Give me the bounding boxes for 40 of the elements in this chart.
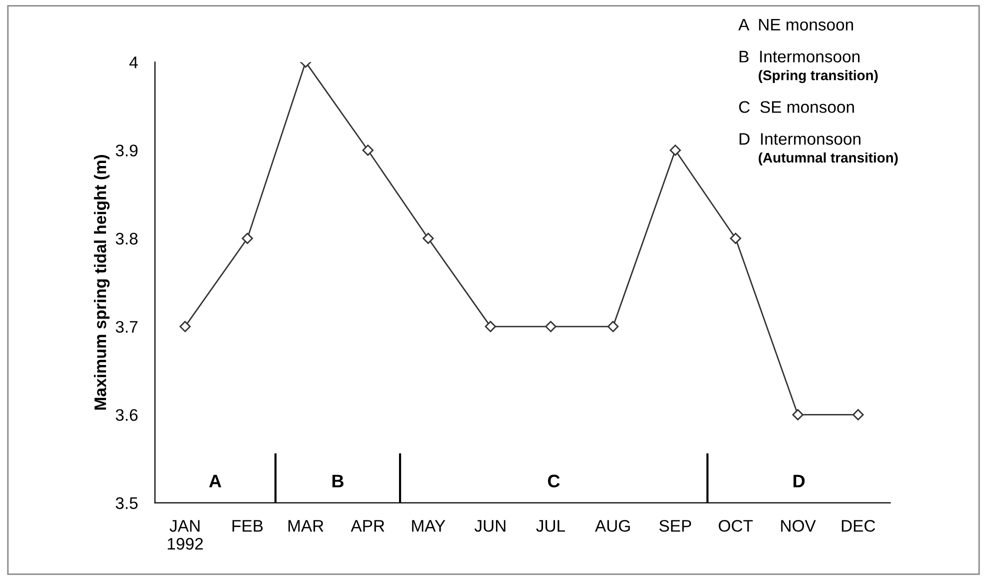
point — [545, 320, 556, 332]
annotation: B — [332, 474, 344, 488]
y-tick-label: 3.6 — [116, 409, 138, 421]
text: A NE monsoon — [738, 18, 853, 31]
x-tick-label: OCT — [718, 520, 753, 532]
annotation: (Autumnal transition) — [758, 152, 898, 166]
point — [422, 232, 434, 244]
x-tick-label: NOV — [781, 520, 816, 532]
point — [362, 144, 374, 156]
point — [607, 320, 619, 332]
x-tick-label: JAN 1992 — [168, 520, 203, 550]
x-tick-label: JUL — [536, 520, 566, 532]
annotation: D — [794, 474, 805, 488]
x-tick-label: MAY — [412, 520, 446, 532]
point — [179, 320, 191, 332]
point — [730, 232, 742, 244]
point — [242, 232, 253, 244]
point — [852, 409, 864, 420]
point — [670, 144, 681, 156]
annotation: (Spring transition) — [758, 70, 878, 84]
x-tick-label: SEP — [659, 520, 692, 532]
x-tick-label: AUG — [595, 520, 630, 532]
point — [792, 409, 804, 420]
y-tick-label: 4 — [129, 56, 138, 68]
x-tick-label: FEB — [232, 520, 263, 532]
annotation: D Intermonsoon — [740, 133, 860, 145]
annotation: C SE monsoon — [739, 101, 854, 113]
y-tick-label: 3.8 — [116, 232, 138, 245]
y-tick-label: 3.5 — [116, 497, 138, 510]
y-tick-label: 3.9 — [116, 144, 138, 156]
x-tick-label: MAR — [288, 520, 324, 532]
y-tick-label: 3.7 — [116, 320, 138, 333]
y-axis-title: Maximum spring tidal height (m) — [94, 155, 110, 410]
x-tick-label: DEC — [842, 520, 876, 532]
annotation: A — [209, 474, 222, 488]
annotation: C — [548, 474, 560, 488]
x-tick-label: JUN — [474, 520, 506, 532]
point — [484, 320, 496, 332]
annotation: B Intermonsoon — [740, 50, 860, 62]
x-tick-label: APR — [350, 520, 384, 532]
